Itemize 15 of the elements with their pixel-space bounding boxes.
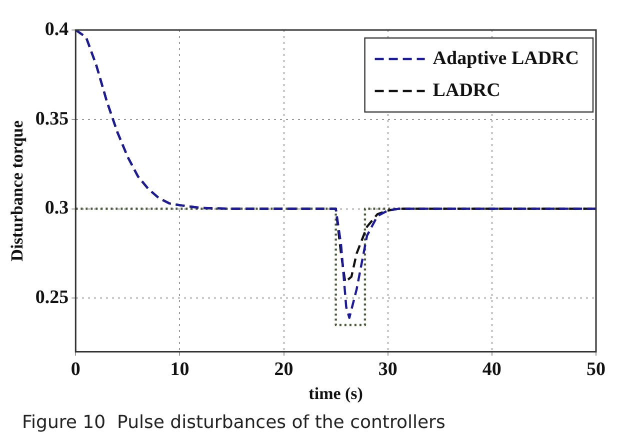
- y-tick-label: 0.25: [35, 287, 69, 308]
- caption: Figure 10 Pulse disturbances of the controllers: [22, 412, 446, 433]
- x-tick-label: 30: [378, 359, 398, 380]
- y-tick-label: 0.4: [44, 18, 70, 40]
- x-tick-label: 50: [586, 359, 606, 380]
- x-axis-title: time (s): [308, 384, 363, 404]
- y-axis-title: Disturbance torque: [8, 120, 27, 262]
- legend-label: Adaptive LADRC: [432, 48, 579, 69]
- legend-label: LADRC: [432, 80, 500, 101]
- x-tick-label: 20: [274, 359, 294, 380]
- x-tick-label: 0: [70, 359, 80, 380]
- y-tick-label: 0.3: [44, 198, 69, 219]
- x-tick-label: 10: [170, 359, 190, 380]
- y-tick-label: 0.35: [35, 108, 69, 130]
- x-tick-label: 40: [482, 359, 502, 380]
